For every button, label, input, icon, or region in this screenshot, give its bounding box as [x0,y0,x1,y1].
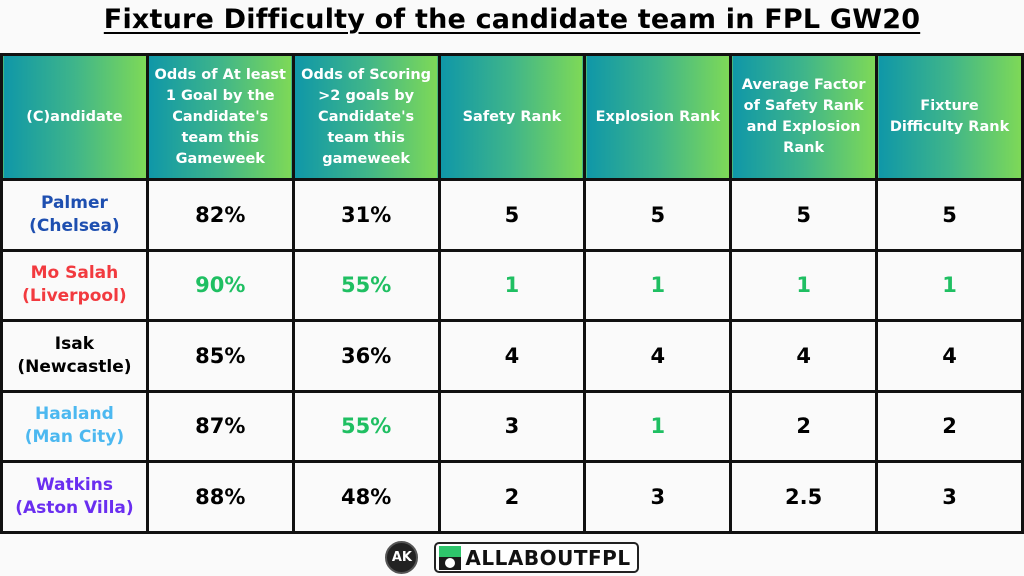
team-name: (Liverpool) [22,286,127,307]
safety-rank-cell: 5 [437,178,587,252]
odds-2-goals-cell: 31% [291,178,441,252]
odds-1-goal-cell: 87% [145,389,295,463]
header-fixture-difficulty: Fixture Difficulty Rank [875,53,1024,181]
table-row: Watkins (Aston Villa) 88% 48% 2 3 2.5 3 [0,460,1024,534]
fixture-difficulty-cell: 4 [875,319,1024,393]
candidate-cell: Isak (Newcastle) [0,319,149,393]
fixture-difficulty-cell: 3 [875,460,1024,534]
team-name: (Newcastle) [17,356,132,377]
candidate-cell: Palmer (Chelsea) [0,178,149,252]
odds-2-goals-cell: 55% [291,389,441,463]
player-name: Haaland [35,404,114,425]
candidate-cell: Haaland (Man City) [0,389,149,463]
header-explosion-rank: Explosion Rank [583,53,733,181]
fixture-difficulty-cell: 1 [875,248,1024,322]
table-row: Mo Salah (Liverpool) 90% 55% 1 1 1 1 [0,248,1024,322]
explosion-rank-cell: 5 [583,178,733,252]
header-candidate: (C)andidate [0,53,149,181]
header-safety-rank: Safety Rank [437,53,587,181]
explosion-rank-cell: 1 [583,389,733,463]
brand-text: ALLABOUTFPL [465,545,631,570]
odds-1-goal-cell: 90% [145,248,295,322]
fixture-table: (C)andidate Odds of At least 1 Goal by t… [0,53,1024,534]
team-name: (Aston Villa) [15,497,134,518]
footer: AK ALLABOUTFPL [0,539,1024,576]
candidate-cell: Watkins (Aston Villa) [0,460,149,534]
table-row: Isak (Newcastle) 85% 36% 4 4 4 4 [0,319,1024,393]
average-factor-cell: 2 [729,389,879,463]
player-name: Watkins [35,474,113,495]
average-factor-cell: 4 [729,319,879,393]
player-name: Isak [54,333,95,354]
explosion-rank-cell: 1 [583,248,733,322]
player-name: Palmer [40,192,108,213]
allaboutfpl-logo: ALLABOUTFPL [434,542,639,573]
odds-2-goals-cell: 48% [291,460,441,534]
table-row: Palmer (Chelsea) 82% 31% 5 5 5 5 [0,178,1024,252]
header-row: (C)andidate Odds of At least 1 Goal by t… [0,53,1024,181]
player-name: Mo Salah [30,263,119,284]
safety-rank-cell: 1 [437,248,587,322]
fixture-difficulty-cell: 5 [875,178,1024,252]
candidate-cell: Mo Salah (Liverpool) [0,248,149,322]
table-row: Haaland (Man City) 87% 55% 3 1 2 2 [0,389,1024,463]
odds-2-goals-cell: 55% [291,248,441,322]
title-text: Fixture Difficulty of the candidate team… [103,4,921,35]
header-odds-1-goal: Odds of At least 1 Goal by the Candidate… [145,53,295,181]
average-factor-cell: 1 [729,248,879,322]
average-factor-cell: 5 [729,178,879,252]
safety-rank-cell: 2 [437,460,587,534]
team-name: (Chelsea) [29,215,120,236]
safety-rank-cell: 4 [437,319,587,393]
header-average-factor: Average Factor of Safety Rank and Explos… [729,53,879,181]
odds-1-goal-cell: 82% [145,178,295,252]
safety-rank-cell: 3 [437,389,587,463]
ak-logo: AK [385,541,419,574]
explosion-rank-cell: 3 [583,460,733,534]
explosion-rank-cell: 4 [583,319,733,393]
fixture-difficulty-cell: 2 [875,389,1024,463]
football-icon [439,545,462,570]
team-name: (Man City) [24,427,125,448]
average-factor-cell: 2.5 [729,460,879,534]
odds-2-goals-cell: 36% [291,319,441,393]
odds-1-goal-cell: 88% [145,460,295,534]
header-odds-2-goals: Odds of Scoring >2 goals by Candidate's … [291,53,441,181]
page-title: Fixture Difficulty of the candidate team… [0,4,1024,35]
odds-1-goal-cell: 85% [145,319,295,393]
